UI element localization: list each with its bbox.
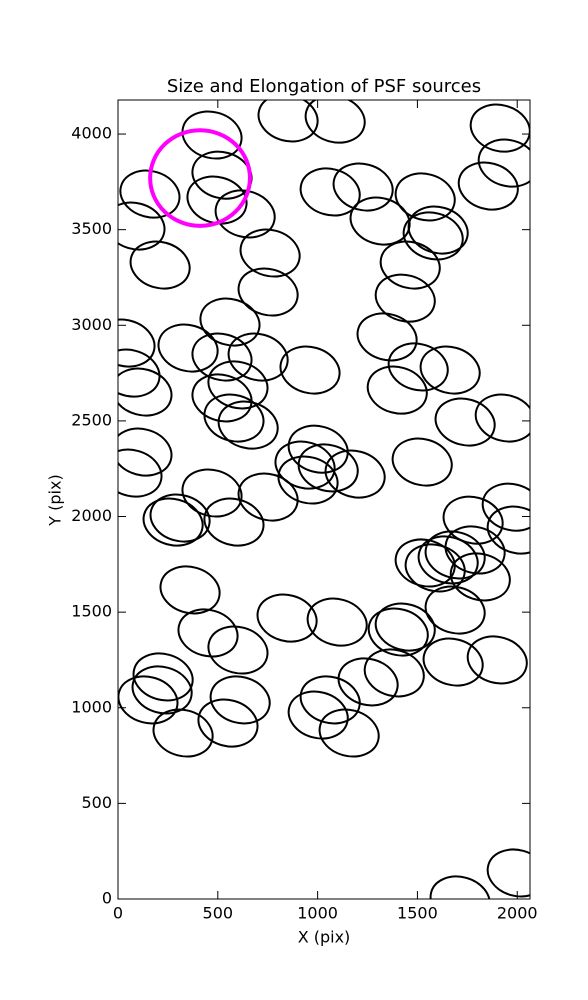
y-tick-label: 3500 <box>71 219 112 238</box>
y-tick-label: 0 <box>102 889 112 908</box>
x-tick-label: 0 <box>113 904 123 923</box>
psf-ellipse <box>424 585 486 635</box>
psf-ellipse <box>442 495 504 545</box>
psf-ellipse <box>474 393 530 443</box>
psf-ellipse <box>374 273 436 323</box>
chart-title: Size and Elongation of PSF sources <box>167 76 481 97</box>
psf-ellipse <box>217 400 279 450</box>
x-tick-label: 1500 <box>397 904 438 923</box>
psf-ellipse <box>118 201 166 251</box>
psf-ellipse <box>391 437 453 487</box>
psf-ellipse <box>129 240 191 290</box>
psf-ellipse <box>157 323 219 373</box>
psf-ellipse <box>118 348 161 398</box>
psf-ellipse <box>477 138 530 188</box>
psf-ellipse <box>209 675 271 725</box>
x-tick-label: 2000 <box>497 904 538 923</box>
psf-ellipse <box>429 875 491 899</box>
y-tick-label: 1500 <box>71 602 112 621</box>
psf-ellipse <box>363 648 425 698</box>
psf-ellipse <box>424 530 486 580</box>
psf-ellipse <box>332 162 394 212</box>
psf-ellipse <box>387 342 449 392</box>
y-tick-label: 3000 <box>71 315 112 334</box>
y-tick-label: 1000 <box>71 697 112 716</box>
psf-ellipse <box>457 161 519 211</box>
psf-ellipse <box>181 110 243 160</box>
psf-ellipse <box>466 635 528 685</box>
psf-ellipse <box>404 543 466 593</box>
psf-ellipse <box>287 690 349 740</box>
psf-ellipse <box>118 675 179 725</box>
psf-ellipse <box>444 525 506 575</box>
plot-frame <box>117 99 531 900</box>
psf-ellipse <box>149 493 211 543</box>
psf-ellipse <box>118 427 173 477</box>
psf-ellipse <box>449 552 511 602</box>
psf-ellipse <box>152 708 214 758</box>
psf-ellipse <box>356 312 418 362</box>
psf-ellipse <box>366 365 428 415</box>
psf-ellipse <box>118 448 163 498</box>
psf-ellipse <box>486 505 530 555</box>
psf-ellipse <box>256 593 318 643</box>
psf-ellipse <box>203 497 265 547</box>
psf-ellipse <box>469 103 530 153</box>
x-axis-label: X (pix) <box>298 928 351 947</box>
psf-ellipse <box>118 318 156 368</box>
psf-ellipse <box>299 675 361 725</box>
psf-ellipse <box>402 211 464 261</box>
psf-ellipse <box>207 625 269 675</box>
x-tick-label: 1000 <box>297 904 338 923</box>
psf-ellipse <box>131 665 193 715</box>
psf-ellipse <box>279 345 341 395</box>
psf-ellipse <box>191 373 253 423</box>
psf-ellipse <box>306 597 368 647</box>
psf-ellipse <box>417 535 479 585</box>
y-tick-label: 2500 <box>71 410 112 429</box>
psf-ellipse <box>214 189 276 239</box>
psf-ellipse <box>277 455 339 505</box>
psf-ellipse <box>337 657 399 707</box>
psf-ellipse <box>227 332 289 382</box>
y-tick-label: 4000 <box>71 124 112 143</box>
y-axis-label: Y (pix) <box>46 474 65 526</box>
psf-ellipse <box>177 608 239 658</box>
psf-ellipse <box>132 652 194 702</box>
psf-ellipse <box>237 267 299 317</box>
y-tick-label: 500 <box>81 793 112 812</box>
psf-ellipse <box>181 468 243 518</box>
psf-ellipse <box>257 100 319 143</box>
psf-ellipse <box>299 167 361 217</box>
psf-ellipse <box>419 345 481 395</box>
psf-ellipse <box>297 443 359 493</box>
psf-ellipse <box>119 169 181 219</box>
psf-ellipse <box>486 848 530 898</box>
psf-ellipse <box>422 637 484 687</box>
psf-ellipse <box>304 100 366 144</box>
psf-ellipse <box>374 602 436 652</box>
psf-ellipse <box>239 228 301 278</box>
psf-ellipse <box>287 424 349 474</box>
psf-ellipse <box>199 297 261 347</box>
plot-area <box>118 100 530 899</box>
psf-ellipse <box>207 360 269 410</box>
psf-ellipse <box>379 240 441 290</box>
psf-ellipse <box>367 607 429 657</box>
highlight-circle <box>148 128 252 228</box>
x-tick-label: 500 <box>203 904 234 923</box>
psf-ellipse <box>142 497 204 547</box>
y-tick-label: 2000 <box>71 506 112 525</box>
psf-ellipse <box>324 449 386 499</box>
psf-ellipse <box>318 708 380 758</box>
psf-ellipse <box>394 172 456 222</box>
psf-ellipse <box>186 175 248 225</box>
psf-ellipse <box>237 472 299 522</box>
psf-ellipse <box>481 482 530 532</box>
psf-ellipse <box>159 565 221 615</box>
psf-ellipse <box>118 367 173 417</box>
psf-ellipse <box>434 397 496 447</box>
